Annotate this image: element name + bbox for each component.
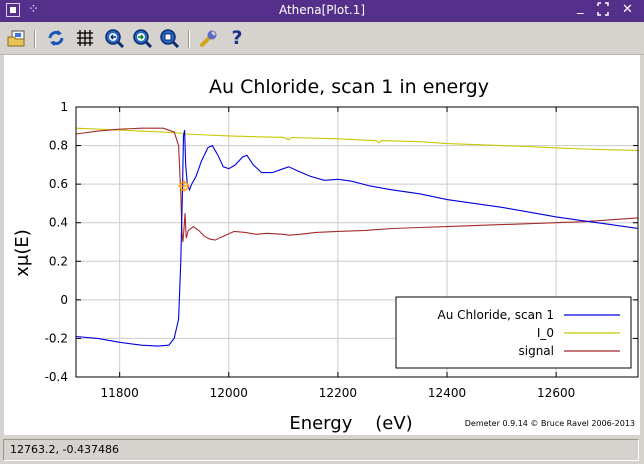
x-axis-label: Energy (eV)	[289, 413, 412, 434]
x-tick-label: 12400	[428, 386, 466, 400]
series-line-2	[75, 127, 639, 243]
toolbar-separator	[34, 30, 36, 48]
x-tick-label: 12200	[319, 386, 357, 400]
y-tick-label: 0.4	[49, 216, 68, 230]
legend-label-2: signal	[519, 344, 555, 358]
y-tick-label: -0.4	[45, 370, 68, 384]
credit-text: Demeter 0.9.14 © Bruce Ravel 2006-2013	[465, 419, 635, 428]
legend-label-0: Au Chloride, scan 1	[438, 308, 554, 322]
x-tick-label: 12600	[537, 386, 575, 400]
status-bar: 12763.2, -0.437486	[0, 436, 644, 464]
x-tick-label: 12000	[210, 386, 248, 400]
chart-title: Au Chloride, scan 1 in energy	[209, 76, 489, 98]
y-tick-label: 1	[60, 100, 68, 114]
grid-icon[interactable]	[74, 27, 96, 49]
y-tick-label: 0.8	[49, 139, 68, 153]
chart[interactable]: 11800 12000 12200 12400 12600 -0.4 -0.2 0 0.2 0.4…	[4, 55, 640, 435]
title-bar[interactable]: ⁘ Athena[Plot.1] _ ✕	[0, 0, 644, 22]
maximize-icon[interactable]	[597, 2, 609, 21]
zoom-out-icon[interactable]	[131, 27, 153, 49]
toolbar: ?	[0, 22, 644, 55]
legend-label-1: I_0	[537, 326, 554, 340]
window-menu-icon[interactable]	[6, 3, 20, 17]
y-axis-label: xμ(E)	[12, 229, 33, 277]
zoom-in-icon[interactable]	[103, 27, 125, 49]
help-icon[interactable]: ?	[231, 27, 243, 49]
series-line-0	[75, 129, 639, 347]
toolbar-separator	[188, 30, 190, 48]
plot-area[interactable]: 11800 12000 12200 12400 12600 -0.4 -0.2 0 0.2 0.4…	[4, 55, 640, 435]
x-tick-label: 11800	[101, 386, 139, 400]
zoom-fit-icon[interactable]	[158, 27, 180, 49]
wrench-icon[interactable]	[198, 27, 220, 49]
window-title: Athena[Plot.1]	[278, 3, 366, 17]
minimize-icon[interactable]: _	[577, 0, 584, 15]
cursor-coordinates: 12763.2, -0.437486	[3, 439, 639, 461]
series-line-1	[75, 127, 639, 151]
y-tick-label: -0.2	[45, 331, 68, 345]
close-icon[interactable]: ✕	[622, 2, 633, 17]
open-image-icon[interactable]	[6, 27, 28, 49]
keep-on-top-icon[interactable]: ⁘	[28, 2, 39, 17]
y-tick-label: 0	[60, 293, 68, 307]
y-tick-label: 0.2	[49, 254, 68, 268]
refresh-icon[interactable]	[45, 27, 67, 49]
plot-frame	[75, 106, 639, 378]
y-tick-label: 0.6	[49, 177, 68, 191]
